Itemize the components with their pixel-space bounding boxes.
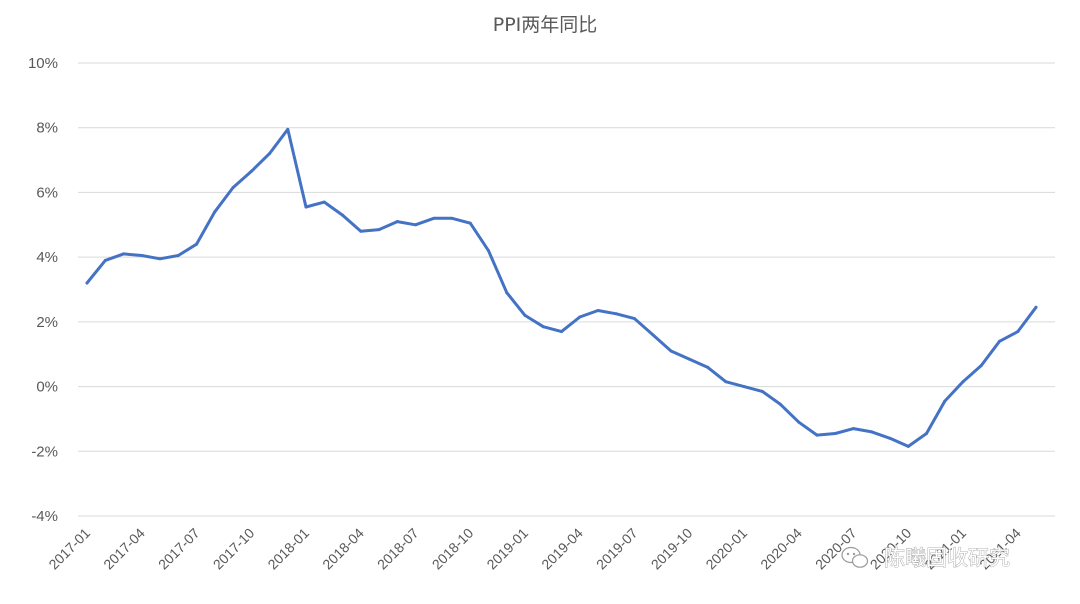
- data-point: [614, 312, 618, 316]
- data-point: [122, 252, 125, 256]
- data-point: [998, 339, 1001, 343]
- x-tick-label: 2017-04: [100, 525, 148, 573]
- gridlines: [78, 62, 1055, 517]
- data-point: [651, 333, 655, 337]
- y-tick-label: -4%: [31, 508, 58, 525]
- data-point: [925, 431, 928, 435]
- data-point: [560, 330, 563, 334]
- data-point: [85, 281, 89, 285]
- data-point: [870, 430, 874, 434]
- x-tick-label: 2019-07: [593, 525, 641, 573]
- data-point: [724, 380, 728, 384]
- data-point: [888, 436, 892, 440]
- x-tick-label: 2020-04: [757, 525, 805, 573]
- data-point: [176, 254, 180, 258]
- data-point: [541, 325, 545, 329]
- data-point: [341, 213, 344, 217]
- x-tick-label: 2019-01: [483, 525, 531, 573]
- data-point: [596, 309, 600, 313]
- data-point: [760, 389, 764, 393]
- data-point: [979, 364, 983, 368]
- data-point: [797, 420, 801, 424]
- data-point: [943, 399, 947, 403]
- data-point: [833, 431, 837, 435]
- y-tick-label: 8%: [36, 120, 58, 137]
- y-axis: -4% -2% 0% 2% 4% 6% 8% 10%: [28, 55, 58, 525]
- data-point: [414, 223, 417, 227]
- x-tick-label: 2018-04: [319, 525, 367, 573]
- x-tick-label: 2018-01: [264, 525, 312, 573]
- data-point: [906, 444, 910, 448]
- data-point: [706, 365, 709, 369]
- data-point: [268, 152, 271, 156]
- x-tick-label: 2017-01: [45, 525, 93, 573]
- data-point: [195, 242, 198, 246]
- data-point: [687, 357, 691, 361]
- data-point: [395, 220, 399, 224]
- data-point: [158, 257, 162, 261]
- y-tick-label: 6%: [36, 184, 58, 201]
- data-point: [450, 216, 454, 220]
- y-tick-label: -2%: [31, 443, 58, 460]
- data-point: [140, 254, 144, 258]
- x-tick-label: 2019-10: [648, 525, 696, 573]
- y-tick-label: 2%: [36, 314, 58, 331]
- x-tick-label: 2019-04: [538, 525, 586, 573]
- data-point: [578, 315, 582, 319]
- x-tick-label: 2018-10: [429, 525, 477, 573]
- data-point: [961, 380, 965, 384]
- x-tick-label: 2018-07: [374, 525, 422, 573]
- data-point: [1016, 330, 1020, 334]
- x-tick-label: 2020-01: [702, 525, 750, 573]
- data-points: [85, 127, 1038, 448]
- data-point: [669, 349, 673, 353]
- data-point: [103, 258, 107, 262]
- data-point: [322, 200, 326, 204]
- data-point: [468, 221, 472, 225]
- data-point: [633, 317, 636, 321]
- x-tick-label: 2017-07: [155, 525, 203, 573]
- data-point: [359, 229, 363, 233]
- x-axis: 2017-01 2017-04 2017-07 2017-10 2018-01 2018-…: [45, 525, 1024, 573]
- watermark-text: 陈曦固收研究: [884, 546, 1010, 570]
- y-tick-label: 0%: [36, 379, 58, 396]
- data-point: [377, 228, 381, 232]
- data-point: [286, 127, 290, 131]
- x-tick-label: 2017-10: [210, 525, 258, 573]
- chart-title: PPI两年同比: [493, 14, 598, 36]
- wechat-icon: [841, 546, 869, 568]
- data-point: [852, 427, 855, 431]
- data-point: [815, 433, 819, 437]
- watermark: 陈曦固收研究: [841, 546, 1010, 570]
- y-tick-label: 4%: [36, 249, 58, 266]
- data-point: [213, 210, 217, 214]
- data-point: [742, 385, 746, 389]
- data-point: [523, 313, 527, 317]
- data-point: [779, 402, 782, 406]
- data-point: [487, 249, 490, 253]
- series-line: [85, 127, 1038, 448]
- data-point: [1034, 305, 1038, 309]
- data-point: [432, 216, 436, 220]
- data-point: [304, 205, 308, 209]
- data-point: [249, 169, 253, 173]
- data-point: [505, 291, 509, 295]
- data-point: [231, 186, 235, 190]
- y-tick-label: 10%: [28, 55, 58, 72]
